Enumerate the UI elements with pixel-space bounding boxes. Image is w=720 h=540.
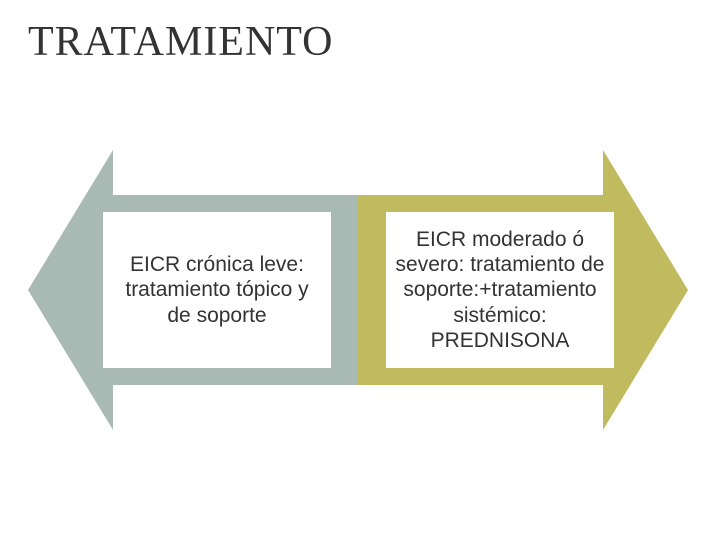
arrow-right-textbox: EICR moderado ó severo: tratamiento de s… — [386, 212, 614, 368]
arrow-left-textbox: EICR crónica leve: tratamiento tópico y … — [103, 212, 331, 368]
arrow-right-label: EICR moderado ó severo: tratamiento de s… — [394, 227, 606, 353]
page-title: TRATAMIENTO — [28, 18, 334, 66]
arrow-left-label: EICR crónica leve: tratamiento tópico y … — [111, 252, 323, 328]
treatment-diagram: EICR crónica leve: tratamiento tópico y … — [28, 150, 688, 430]
